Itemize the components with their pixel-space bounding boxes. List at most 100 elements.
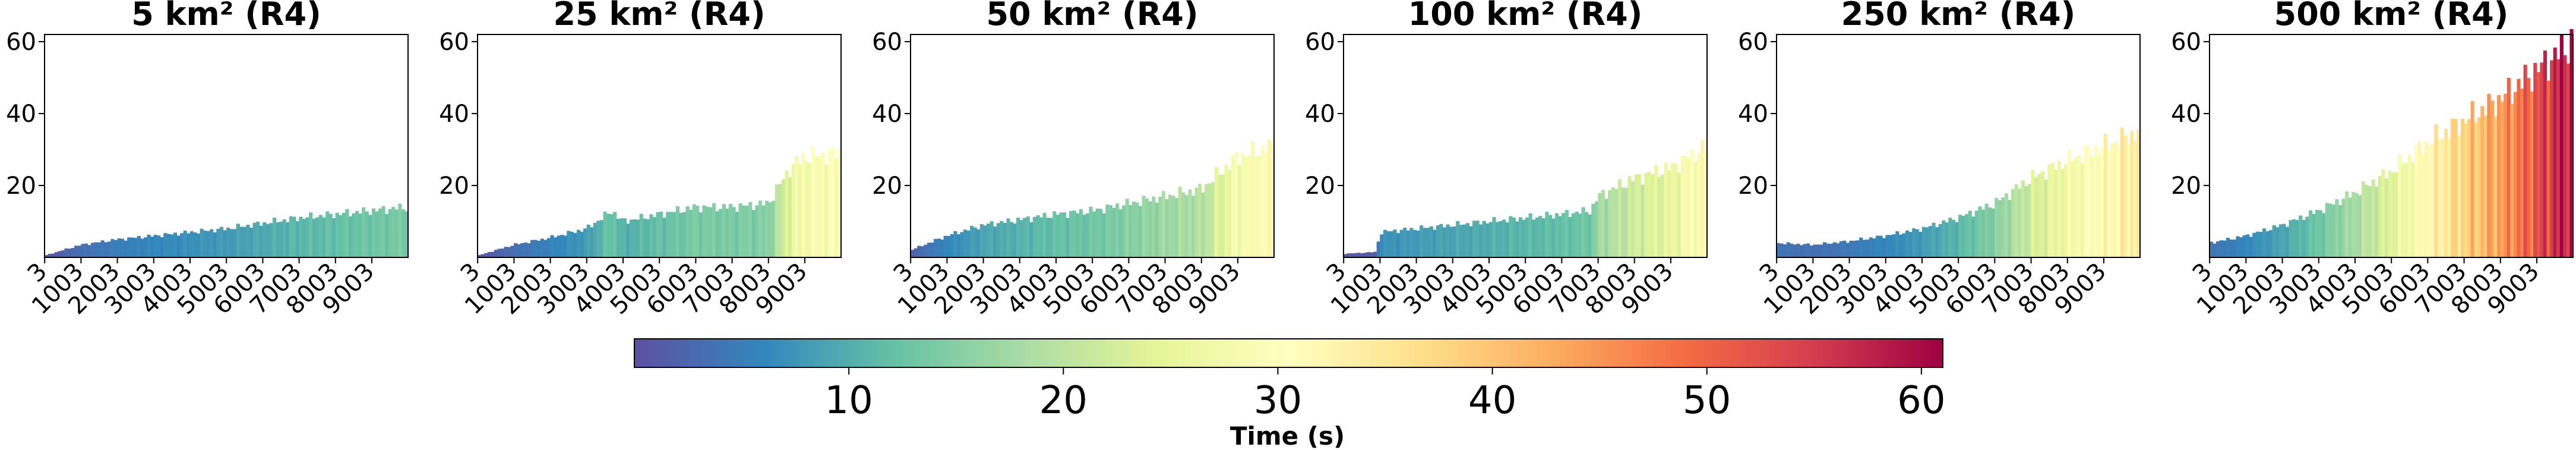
bar bbox=[758, 200, 763, 257]
bar bbox=[1971, 216, 1976, 257]
bar bbox=[996, 223, 1000, 257]
bar bbox=[1023, 218, 1027, 257]
bar bbox=[1171, 196, 1175, 257]
bar bbox=[355, 210, 359, 257]
bar bbox=[1181, 192, 1186, 257]
bar bbox=[94, 242, 98, 257]
bar bbox=[302, 219, 306, 257]
bar bbox=[1403, 228, 1407, 257]
bar bbox=[702, 205, 706, 257]
bar bbox=[768, 202, 772, 257]
bar bbox=[778, 184, 782, 257]
bar bbox=[2513, 92, 2518, 257]
bar bbox=[719, 209, 723, 257]
bar bbox=[2331, 204, 2336, 257]
bar bbox=[1809, 246, 1813, 257]
bar bbox=[1687, 158, 1691, 257]
bar bbox=[2103, 133, 2107, 257]
bar bbox=[1839, 241, 1843, 257]
bar bbox=[1697, 153, 1701, 257]
bar bbox=[2074, 157, 2078, 257]
bar bbox=[732, 207, 736, 257]
bar bbox=[2341, 199, 2346, 257]
bar bbox=[2120, 127, 2124, 257]
bar bbox=[1062, 212, 1067, 257]
bar bbox=[2559, 34, 2564, 257]
bar bbox=[1419, 225, 1424, 257]
bar bbox=[1915, 229, 1919, 257]
bar bbox=[54, 252, 58, 257]
bar bbox=[84, 243, 88, 257]
bar bbox=[1452, 226, 1456, 257]
bar bbox=[1928, 226, 1933, 257]
bar bbox=[2404, 163, 2409, 257]
bar bbox=[1168, 194, 1172, 257]
bar bbox=[738, 203, 742, 257]
bar bbox=[1423, 228, 1427, 257]
panel-4: 100 km² (R4)2040603100320033003400350036… bbox=[1305, 0, 1708, 320]
bar bbox=[2110, 143, 2114, 257]
bar bbox=[2278, 224, 2283, 257]
bar bbox=[385, 213, 389, 257]
bar bbox=[2318, 210, 2322, 257]
bar bbox=[1945, 222, 1949, 257]
bar bbox=[1076, 213, 1080, 257]
bar bbox=[1799, 245, 1804, 257]
bar bbox=[1142, 196, 1146, 257]
bar bbox=[599, 220, 604, 257]
bar bbox=[2493, 117, 2498, 257]
bar bbox=[2008, 200, 2012, 257]
bar bbox=[1357, 253, 1361, 257]
bar bbox=[206, 231, 210, 257]
bar bbox=[1251, 141, 1255, 257]
bar bbox=[127, 237, 131, 257]
bar bbox=[1118, 209, 1123, 257]
bar bbox=[1406, 230, 1410, 257]
bar bbox=[1360, 253, 1364, 257]
bar bbox=[1389, 231, 1394, 257]
bar bbox=[2210, 241, 2214, 257]
bar bbox=[1006, 218, 1010, 257]
bar bbox=[1892, 234, 1896, 257]
bar bbox=[696, 206, 700, 257]
bar bbox=[2417, 141, 2422, 257]
bar bbox=[2087, 147, 2091, 257]
bar bbox=[388, 209, 392, 257]
bar bbox=[305, 217, 309, 257]
bar bbox=[2084, 144, 2088, 257]
bar bbox=[586, 224, 590, 257]
bar bbox=[1393, 229, 1397, 257]
bar bbox=[1092, 211, 1096, 257]
bar bbox=[401, 209, 406, 257]
bar bbox=[2044, 180, 2048, 257]
bar bbox=[203, 230, 207, 257]
bar bbox=[1601, 190, 1605, 257]
bar bbox=[276, 222, 280, 257]
bar bbox=[1842, 240, 1847, 257]
bar bbox=[1237, 165, 1241, 257]
bar bbox=[339, 215, 343, 257]
bar bbox=[1082, 215, 1086, 257]
bar bbox=[1175, 198, 1179, 257]
bar bbox=[2533, 62, 2537, 257]
bar bbox=[705, 206, 710, 257]
panel-title: 25 km² (R4) bbox=[553, 0, 765, 33]
bar bbox=[1436, 225, 1440, 257]
bar bbox=[1627, 176, 1632, 257]
bar bbox=[210, 229, 214, 257]
bar bbox=[1624, 187, 1629, 257]
bar bbox=[2041, 171, 2045, 257]
bar bbox=[2292, 219, 2296, 257]
bar bbox=[500, 248, 505, 257]
bar bbox=[2219, 240, 2223, 257]
bar bbox=[117, 238, 121, 257]
bar bbox=[1631, 181, 1635, 257]
bar bbox=[933, 239, 938, 257]
bar bbox=[1581, 207, 1585, 257]
bar bbox=[2540, 62, 2544, 257]
bar bbox=[332, 218, 336, 257]
bar bbox=[1852, 240, 1857, 257]
bar bbox=[1383, 229, 1387, 257]
bar bbox=[292, 216, 296, 257]
bar bbox=[1588, 214, 1592, 257]
